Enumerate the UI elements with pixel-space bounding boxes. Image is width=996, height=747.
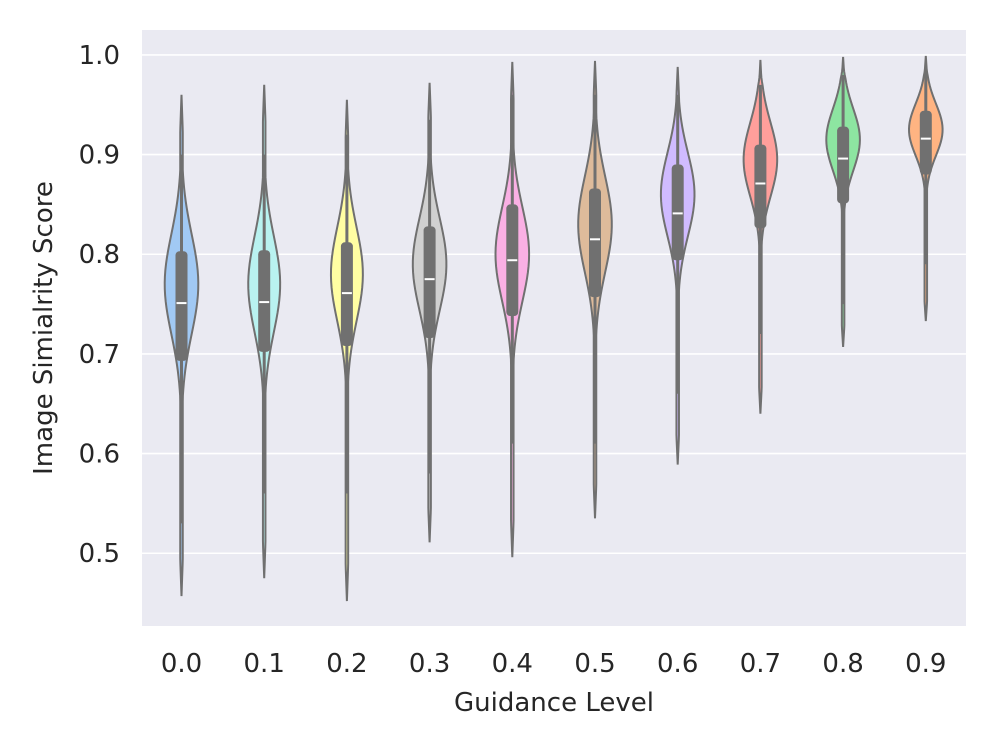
x-tick-0.2: 0.2 <box>326 649 367 679</box>
violin-0.0 <box>163 94 200 597</box>
x-tick-0.4: 0.4 <box>492 649 533 679</box>
x-axis-label: Guidance Level <box>454 688 654 718</box>
iqr-box-0.5 <box>589 188 601 298</box>
y-tick-0.5: 0.5 <box>79 539 120 569</box>
grid-lines <box>142 54 966 555</box>
violin-0.9 <box>908 55 944 322</box>
y-tick-labels: 0.5 0.6 0.7 0.8 0.9 1.0 <box>79 41 120 569</box>
x-tick-0.9: 0.9 <box>905 649 946 679</box>
y-tick-0.7: 0.7 <box>79 340 120 370</box>
violin-0.5 <box>577 60 613 519</box>
x-tick-0.6: 0.6 <box>657 649 698 679</box>
iqr-box-0.7 <box>754 144 767 229</box>
iqr-box-0.3 <box>423 226 436 338</box>
iqr-box-0.8 <box>837 126 850 204</box>
violin-0.2 <box>329 99 364 602</box>
violin-0.8 <box>825 56 861 348</box>
y-tick-0.8: 0.8 <box>79 240 120 270</box>
x-tick-0.3: 0.3 <box>409 649 450 679</box>
violin-0.1 <box>247 84 282 579</box>
y-axis-label: Image Simialrity Score <box>29 181 59 475</box>
x-tick-0.5: 0.5 <box>574 649 615 679</box>
violin-0.6 <box>659 66 696 465</box>
violin-0.3 <box>411 82 448 543</box>
x-tick-0.0: 0.0 <box>161 649 202 679</box>
y-tick-1.0: 1.0 <box>79 41 120 71</box>
x-tick-0.1: 0.1 <box>244 649 285 679</box>
y-tick-0.6: 0.6 <box>79 440 120 470</box>
violins <box>163 55 944 602</box>
iqr-box-0.0 <box>175 251 188 361</box>
y-tick-0.9: 0.9 <box>79 141 120 171</box>
iqr-box-0.9 <box>919 110 932 175</box>
violin-0.7 <box>742 59 779 414</box>
x-tick-0.7: 0.7 <box>740 649 781 679</box>
x-tick-labels: 0.0 0.1 0.2 0.3 0.4 0.5 0.6 0.7 0.8 0.9 <box>161 649 947 679</box>
x-tick-0.8: 0.8 <box>822 649 863 679</box>
violin-0.4 <box>494 61 531 558</box>
